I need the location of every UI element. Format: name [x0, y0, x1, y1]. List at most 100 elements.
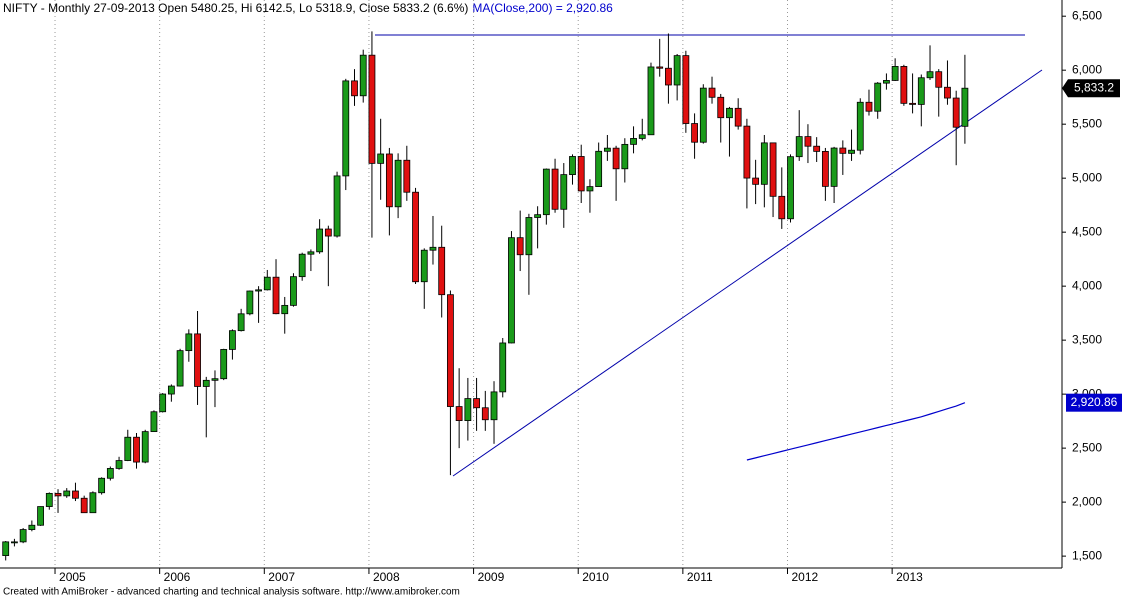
footer: Created with AmiBroker - advanced charti… — [3, 587, 460, 598]
candle-body — [699, 87, 707, 143]
candle-body — [37, 506, 44, 526]
x-tick-label: 2007 — [268, 570, 295, 584]
candle-body — [316, 228, 324, 253]
candle-body — [630, 138, 637, 145]
candle-body — [534, 214, 542, 218]
candle-body — [263, 276, 271, 291]
x-tick-label: 2006 — [164, 570, 191, 584]
candle-body — [202, 379, 210, 387]
candle-body — [464, 398, 472, 422]
candle-body — [682, 55, 690, 124]
candle-body — [167, 385, 175, 395]
candle-body — [917, 77, 925, 105]
candle-body — [359, 54, 367, 97]
candle-body — [760, 142, 768, 185]
candle-body — [481, 407, 489, 421]
x-tick-label: 2008 — [373, 570, 400, 584]
candle-body — [220, 349, 228, 380]
y-tick-label: 5,500 — [1072, 116, 1102, 130]
candle-body — [830, 147, 838, 187]
candle-body — [586, 186, 594, 192]
candle-body — [516, 237, 524, 256]
candle-body — [743, 125, 751, 179]
candle-body — [447, 294, 454, 407]
candle-body — [211, 378, 219, 381]
candle-body — [159, 393, 167, 413]
candle-body — [656, 66, 664, 69]
candle-body — [752, 177, 760, 185]
candle-body — [150, 411, 158, 433]
candle-body — [45, 492, 53, 507]
candle-body — [717, 96, 725, 119]
candle-body — [63, 490, 71, 497]
candle-body — [883, 80, 890, 84]
candle-body — [499, 342, 507, 393]
y-tick-label: 6,000 — [1072, 62, 1102, 76]
candle-body — [647, 66, 655, 136]
candle-body — [455, 406, 463, 422]
candle-body — [795, 136, 803, 158]
y-tick-label: 4,500 — [1072, 224, 1102, 238]
candle-body — [848, 149, 855, 154]
candle-body — [246, 290, 254, 315]
candle-body — [804, 136, 812, 147]
candle-body — [595, 150, 603, 187]
candle-body — [124, 436, 132, 461]
candle-body — [961, 87, 969, 127]
candle-body — [115, 460, 123, 469]
candle-body — [638, 134, 646, 139]
candle-body — [333, 175, 341, 237]
y-tick-label: 6,500 — [1072, 8, 1102, 22]
candle-body — [185, 333, 193, 352]
candle-body — [778, 195, 786, 220]
y-tick-label: 1,500 — [1072, 548, 1102, 562]
candle-body — [351, 80, 358, 97]
candle-body — [281, 304, 289, 315]
last-close-box — [1062, 79, 1120, 98]
candle-body — [176, 350, 184, 387]
candle-body — [2, 541, 10, 556]
title: NIFTY - Monthly 27-09-2013 Open 5480.25,… — [3, 1, 468, 15]
y-tick-label: 2,500 — [1072, 440, 1102, 454]
candle-body — [665, 67, 672, 86]
candle-body — [603, 147, 611, 152]
candle-body — [255, 289, 262, 292]
candle-body — [551, 168, 559, 210]
x-tick-label: 2013 — [896, 570, 923, 584]
candle-body — [89, 492, 97, 514]
candle-body — [19, 529, 27, 543]
candle-body — [569, 156, 576, 176]
candle-body — [420, 249, 428, 283]
candle-body — [821, 150, 829, 187]
candle-body — [272, 276, 280, 315]
x-tick-label: 2005 — [59, 570, 86, 584]
rising-trendline — [452, 69, 1043, 477]
candle-body — [944, 86, 951, 99]
candle-body — [874, 82, 882, 112]
candle-body — [508, 237, 515, 344]
candle-body — [856, 101, 864, 151]
candle-body — [865, 101, 873, 112]
candle-body — [377, 153, 385, 164]
ma-value-label: 2,920.86 — [1071, 395, 1118, 409]
candle-body — [403, 159, 411, 193]
y-tick-label: 4,000 — [1072, 278, 1102, 292]
candle-body — [237, 313, 245, 332]
ma-line — [746, 402, 966, 461]
candle-body — [429, 246, 437, 251]
x-tick-label: 2012 — [792, 570, 819, 584]
candle-body — [673, 55, 681, 86]
candle-body — [839, 147, 847, 154]
candle-body — [612, 147, 620, 170]
last-close-label: 5,833.2 — [1074, 80, 1114, 94]
candle-body — [80, 497, 88, 514]
candle-body — [708, 87, 716, 98]
candle-body — [54, 492, 62, 497]
candle-body — [342, 80, 350, 177]
candle-body — [394, 159, 402, 208]
candle-body — [952, 97, 960, 128]
candle-body — [438, 246, 446, 296]
y-tick-label: 5,000 — [1072, 170, 1102, 184]
